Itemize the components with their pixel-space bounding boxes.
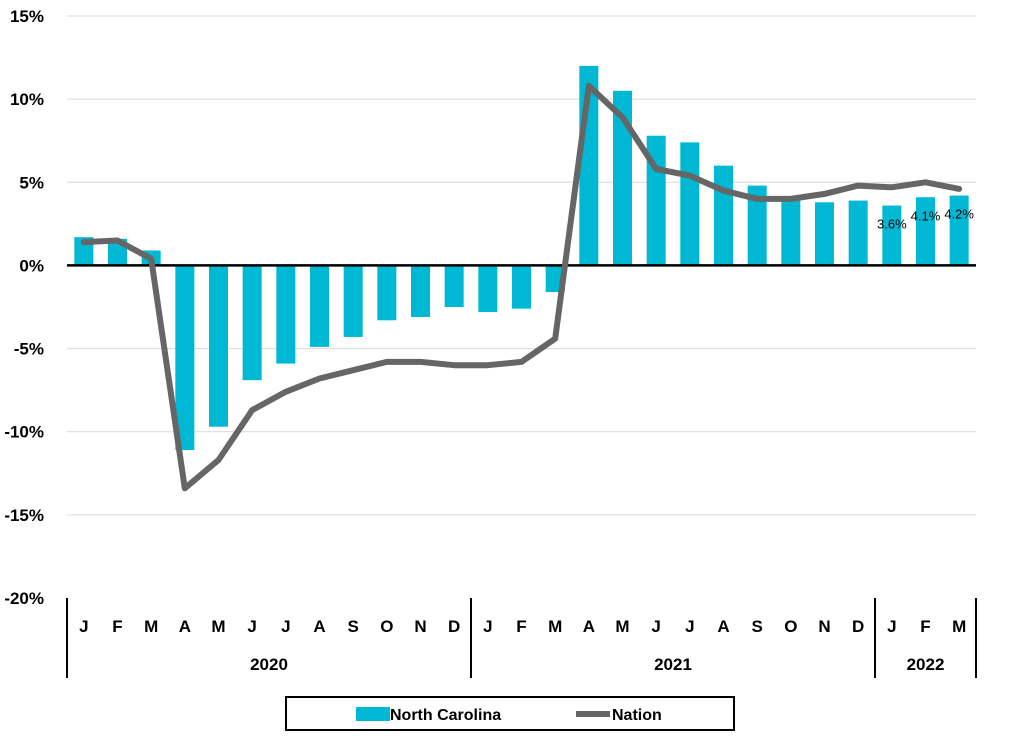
x-tick-label: D (852, 617, 864, 636)
y-tick-label: -10% (4, 423, 44, 442)
x-tick-label: J (685, 617, 694, 636)
bar-north-carolina (276, 265, 296, 364)
data-label: 4.2% (944, 207, 974, 222)
x-tick-label: F (516, 617, 526, 636)
y-tick-label: 5% (19, 173, 44, 192)
bar-north-carolina (175, 265, 195, 451)
x-tick-label: O (784, 617, 797, 636)
bar-north-carolina (680, 142, 700, 266)
bar-north-carolina (242, 265, 262, 381)
bar-north-carolina (848, 200, 868, 266)
x-tick-label: J (483, 617, 492, 636)
x-tick-label: N (414, 617, 426, 636)
bar-north-carolina (815, 202, 834, 266)
legend-label-north-carolina: North Carolina (390, 707, 501, 724)
x-tick-label: J (651, 617, 660, 636)
bar-north-carolina (444, 265, 464, 307)
x-tick-label: J (887, 617, 896, 636)
year-label: 2021 (654, 655, 692, 674)
legend-swatch-north-carolina (356, 707, 390, 721)
y-tick-label: 0% (19, 256, 44, 275)
y-axis-ticks: 15% 10% 5% 0% -5% -10% -15% -20% (4, 7, 44, 608)
bar-north-carolina (613, 90, 632, 266)
x-tick-label: A (717, 617, 729, 636)
bar-north-carolina (512, 265, 531, 309)
bar-north-carolina (949, 195, 969, 266)
bar-north-carolina (882, 205, 902, 266)
x-tick-label: M (144, 617, 158, 636)
bar-north-carolina (343, 265, 363, 337)
x-tick-label: A (583, 617, 595, 636)
bar-north-carolina (747, 185, 767, 266)
year-label: 2022 (907, 655, 945, 674)
legend: North Carolina Nation (285, 696, 735, 731)
year-label: 2020 (250, 655, 288, 674)
y-tick-label: -20% (4, 589, 44, 608)
x-tick-label: M (548, 617, 562, 636)
x-tick-label: J (247, 617, 256, 636)
y-tick-label: -15% (4, 506, 44, 525)
x-tick-label: F (112, 617, 122, 636)
x-tick-label: A (313, 617, 325, 636)
y-tick-label: -5% (14, 340, 44, 359)
x-tick-label: F (920, 617, 930, 636)
y-tick-label: 15% (10, 7, 44, 26)
x-tick-label: O (380, 617, 393, 636)
legend-label-nation: Nation (612, 707, 662, 724)
x-tick-label: M (615, 617, 629, 636)
bar-north-carolina (310, 265, 329, 347)
x-tick-label: N (818, 617, 830, 636)
x-tick-label: D (448, 617, 460, 636)
north-carolina-bars (74, 65, 969, 451)
bar-north-carolina (411, 265, 430, 317)
x-tick-label: M (211, 617, 225, 636)
bar-north-carolina (478, 265, 498, 312)
x-tick-label: S (751, 617, 762, 636)
nation-line (80, 82, 963, 492)
y-tick-label: 10% (10, 90, 44, 109)
data-label: 4.1% (911, 208, 941, 223)
bar-north-carolina (209, 265, 228, 427)
x-tick-label: J (281, 617, 290, 636)
x-tick-label: S (347, 617, 358, 636)
data-label: 3.6% (877, 217, 907, 232)
x-tick-label: J (79, 617, 88, 636)
bar-north-carolina (377, 265, 397, 321)
bar-north-carolina (781, 198, 801, 266)
x-axis: J F M A M J J A S O N D J F M A M J J A S O N D J F M 2020 2021 2022 (66, 598, 977, 678)
x-tick-label: A (179, 617, 191, 636)
data-labels: 3.6% 4.1% 4.2% (877, 207, 974, 232)
bar-north-carolina (916, 197, 935, 266)
legend-box (285, 696, 735, 731)
bar-north-carolina (714, 165, 733, 266)
x-tick-label: M (952, 617, 966, 636)
